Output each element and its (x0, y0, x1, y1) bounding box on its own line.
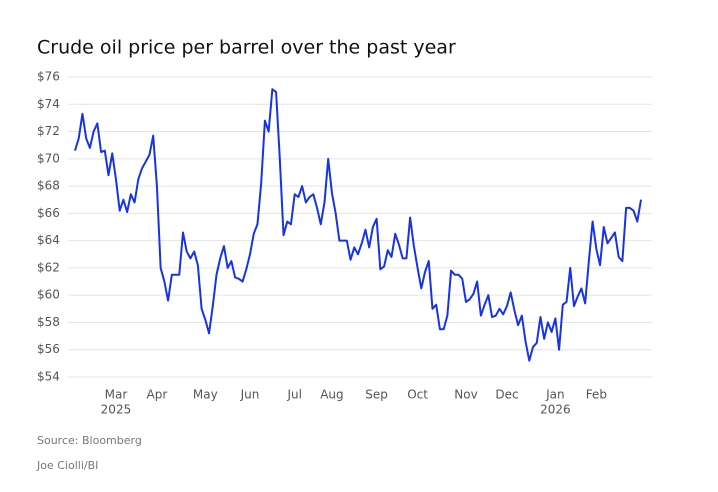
x-tick-label: Oct (407, 388, 428, 402)
y-tick-label: $64 (37, 233, 60, 247)
y-tick-label: $58 (37, 315, 60, 329)
chart-title: Crude oil price per barrel over the past… (37, 37, 456, 59)
credit: Joe Ciolli/BI (36, 459, 98, 472)
y-tick-label: $68 (37, 179, 60, 193)
x-tick-label: Feb (586, 388, 607, 402)
x-tick-label: Mar (105, 388, 128, 402)
x-tick-label: Jul (286, 388, 301, 402)
y-tick-label: $72 (37, 124, 60, 138)
x-tick-label: Jan (545, 388, 565, 402)
y-tick-label: $70 (37, 151, 60, 165)
x-tick-label: Dec (495, 388, 518, 402)
y-tick-label: $76 (37, 70, 60, 84)
price-line (74, 88, 642, 362)
x-tick-label: Jun (240, 388, 260, 402)
y-tick-label: $74 (37, 97, 60, 111)
source: Source: Bloomberg (37, 434, 142, 447)
x-year-label: 2026 (540, 403, 571, 417)
x-tick-label: Apr (147, 388, 168, 402)
y-tick-label: $56 (37, 342, 60, 356)
x-tick-label: Aug (320, 388, 343, 402)
y-tick-label: $54 (37, 370, 60, 384)
y-tick-label: $62 (37, 260, 60, 274)
x-tick-label: Nov (454, 388, 477, 402)
x-tick-label: Sep (365, 388, 388, 402)
x-year-label: 2025 (101, 403, 132, 417)
x-tick-label: May (193, 388, 218, 402)
y-tick-label: $60 (37, 288, 60, 302)
y-tick-label: $66 (37, 206, 60, 220)
